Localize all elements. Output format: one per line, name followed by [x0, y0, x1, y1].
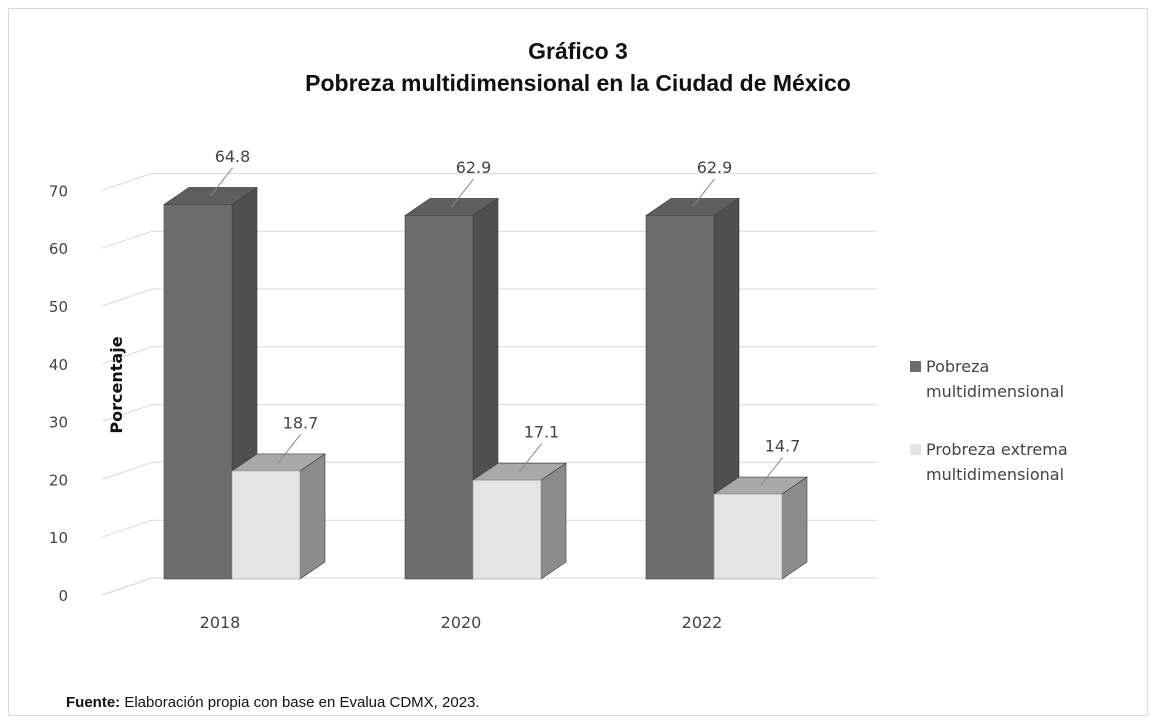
y-tick-label: 60: [49, 240, 68, 258]
legend-item-pobreza: Pobreza multidimensional: [910, 354, 1126, 404]
chart-title: Gráfico 3: [528, 38, 628, 64]
gridline-wall: [101, 404, 153, 423]
x-tick-label: 2022: [682, 613, 723, 632]
bar-side: [540, 462, 567, 580]
x-tick-label: 2020: [441, 613, 482, 632]
bar: [404, 215, 474, 580]
x-tick-label: 2018: [200, 613, 241, 632]
y-tick-label: 10: [49, 529, 68, 547]
gridline-wall: [101, 230, 153, 249]
bar: [713, 493, 783, 580]
y-tick-label: 30: [49, 414, 68, 432]
legend-label-pobreza: Pobreza multidimensional: [926, 357, 1065, 401]
data-label-leader: [692, 178, 715, 208]
floor-edge: [101, 577, 153, 596]
data-label-leader: [519, 443, 542, 472]
data-label: 18.7: [283, 413, 319, 432]
data-label: 64.8: [215, 147, 251, 166]
y-tick-label: 0: [58, 587, 68, 605]
source-note: Fuente: Elaboración propia con base en E…: [66, 694, 480, 711]
data-label-leader: [210, 167, 233, 197]
gridline-wall: [101, 288, 153, 307]
bar: [472, 479, 542, 580]
legend-label-pobreza-extrema: Probreza extrema multidimensional: [926, 440, 1068, 484]
bar: [645, 215, 715, 580]
gridline-wall: [101, 461, 153, 480]
data-label: 14.7: [765, 437, 801, 456]
gridline-wall: [101, 346, 153, 365]
bar: [231, 470, 301, 580]
bar: [163, 204, 233, 580]
data-label-leader: [451, 178, 474, 208]
gridline-wall: [101, 172, 153, 191]
data-label-leader: [278, 434, 301, 463]
y-tick-label: 40: [49, 356, 68, 374]
legend-swatch-pobreza-extrema: [910, 444, 921, 455]
y-tick-label: 50: [49, 298, 68, 316]
y-tick-label: 20: [49, 471, 68, 489]
data-label-leader: [760, 457, 783, 486]
bar-side: [299, 453, 326, 580]
gridline-wall: [101, 519, 153, 538]
legend-swatch-pobreza: [910, 361, 921, 372]
data-label: 62.9: [697, 158, 733, 177]
data-label: 62.9: [456, 158, 492, 177]
legend-item-pobreza-extrema: Probreza extrema multidimensional: [910, 437, 1126, 487]
source-label: Fuente:: [66, 694, 121, 711]
chart-subtitle: Pobreza multidimensional en la Ciudad de…: [305, 70, 851, 96]
y-axis-label: Porcentaje: [107, 336, 126, 433]
bar-side: [781, 476, 808, 580]
source-text: Elaboración propia con base en Evalua CD…: [120, 694, 480, 711]
y-tick-label: 70: [49, 182, 68, 200]
data-label: 17.1: [524, 423, 560, 442]
